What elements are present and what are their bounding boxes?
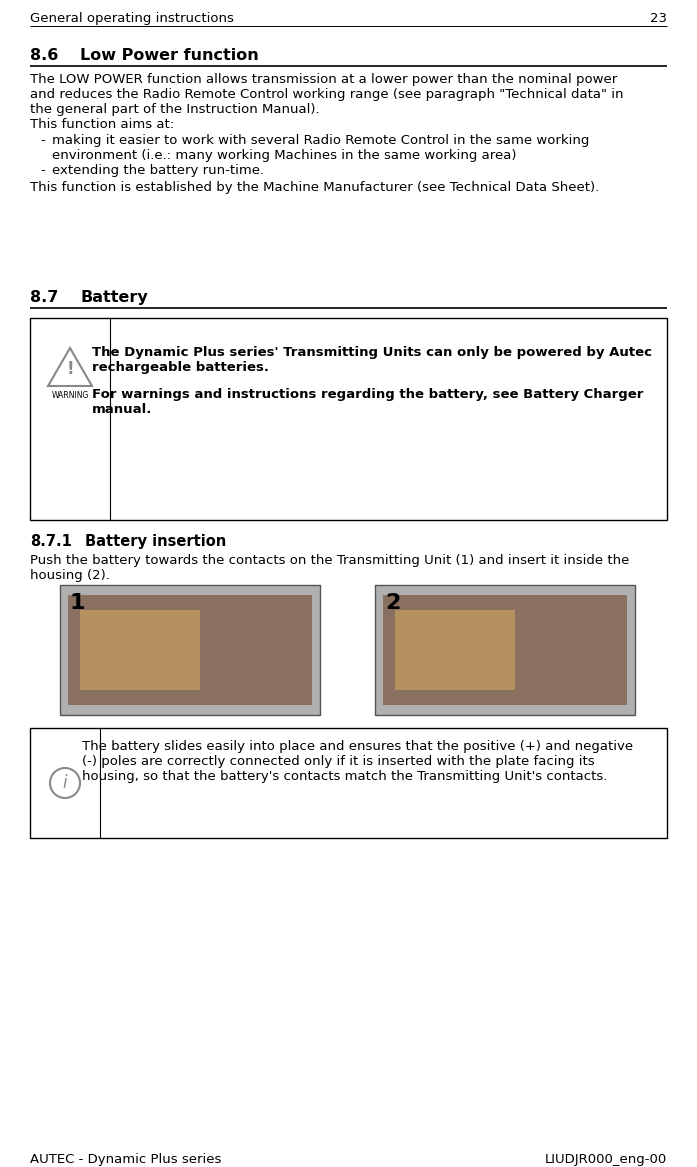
- Text: housing, so that the battery's contacts match the Transmitting Unit's contacts.: housing, so that the battery's contacts …: [82, 770, 607, 783]
- Text: environment (i.e.: many working Machines in the same working area): environment (i.e.: many working Machines…: [52, 149, 516, 162]
- Text: This function is established by the Machine Manufacturer (see Technical Data She: This function is established by the Mach…: [30, 181, 599, 194]
- Text: 8.7.1: 8.7.1: [30, 534, 72, 548]
- Text: i: i: [63, 774, 68, 792]
- Text: -: -: [40, 134, 45, 147]
- Text: WARNING: WARNING: [52, 391, 89, 400]
- Bar: [395, 610, 515, 690]
- Text: Battery insertion: Battery insertion: [85, 534, 227, 548]
- Text: The Dynamic Plus series' Transmitting Units can only be powered by Autec: The Dynamic Plus series' Transmitting Un…: [92, 345, 652, 359]
- Bar: [60, 585, 320, 715]
- Text: LIUDJR000_eng-00: LIUDJR000_eng-00: [545, 1153, 667, 1166]
- Bar: [68, 595, 312, 705]
- Text: 1: 1: [70, 593, 86, 613]
- Text: 23: 23: [650, 12, 667, 25]
- Text: extending the battery run-time.: extending the battery run-time.: [52, 165, 264, 177]
- Text: (-) poles are correctly connected only if it is inserted with the plate facing i: (-) poles are correctly connected only i…: [82, 755, 595, 768]
- Bar: [30, 317, 667, 520]
- Text: 2: 2: [385, 593, 400, 613]
- Text: 8.7: 8.7: [30, 291, 59, 305]
- Text: Battery: Battery: [80, 291, 148, 305]
- Text: AUTEC - Dynamic Plus series: AUTEC - Dynamic Plus series: [30, 1153, 222, 1166]
- Text: and reduces the Radio Remote Control working range (see paragraph "Technical dat: and reduces the Radio Remote Control wor…: [30, 88, 624, 102]
- Text: housing (2).: housing (2).: [30, 569, 110, 582]
- Text: The battery slides easily into place and ensures that the positive (+) and negat: The battery slides easily into place and…: [82, 740, 633, 753]
- Text: Low Power function: Low Power function: [80, 48, 259, 63]
- Text: This function aims at:: This function aims at:: [30, 118, 174, 131]
- Text: the general part of the Instruction Manual).: the general part of the Instruction Manu…: [30, 103, 320, 116]
- Text: The LOW POWER function allows transmission at a lower power than the nominal pow: The LOW POWER function allows transmissi…: [30, 74, 618, 86]
- Text: 8.6: 8.6: [30, 48, 59, 63]
- Bar: [375, 585, 635, 715]
- Text: For warnings and instructions regarding the battery, see Battery Charger: For warnings and instructions regarding …: [92, 387, 643, 401]
- Text: General operating instructions: General operating instructions: [30, 12, 234, 25]
- Bar: [383, 595, 627, 705]
- Text: making it easier to work with several Radio Remote Control in the same working: making it easier to work with several Ra…: [52, 134, 590, 147]
- Text: -: -: [40, 165, 45, 177]
- Text: manual.: manual.: [92, 403, 153, 415]
- Text: !: !: [66, 359, 74, 378]
- Bar: [30, 728, 667, 838]
- Text: Push the battery towards the contacts on the Transmitting Unit (1) and insert it: Push the battery towards the contacts on…: [30, 554, 629, 567]
- Text: rechargeable batteries.: rechargeable batteries.: [92, 361, 269, 373]
- Bar: [80, 610, 200, 690]
